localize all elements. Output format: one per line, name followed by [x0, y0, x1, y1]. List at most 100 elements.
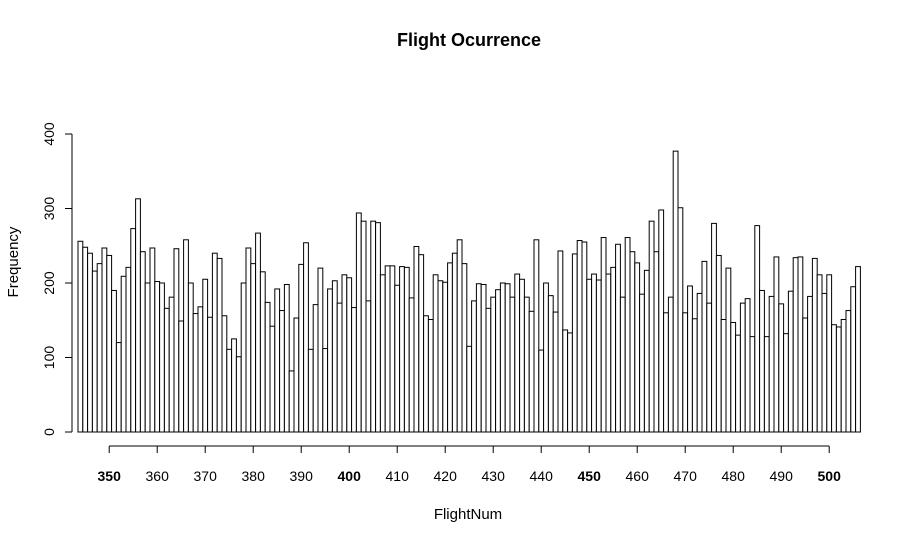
- bar: [600, 237, 607, 433]
- y-tick-label: 100: [41, 346, 57, 370]
- bar: [106, 254, 113, 433]
- bar: [547, 295, 554, 433]
- bar: [624, 237, 631, 433]
- bar: [557, 250, 564, 433]
- bar: [427, 319, 434, 433]
- bar: [293, 317, 300, 433]
- bar: [677, 207, 684, 433]
- x-tick-label: 490: [770, 468, 794, 484]
- bar: [658, 209, 665, 433]
- x-tick-label: 370: [194, 468, 218, 484]
- bar: [264, 301, 271, 433]
- bar: [480, 283, 487, 433]
- bar: [250, 263, 257, 433]
- bar: [533, 239, 540, 433]
- bar: [379, 274, 386, 433]
- bar: [221, 315, 228, 433]
- bar: [207, 316, 213, 433]
- bar: [255, 232, 261, 433]
- bar: [672, 150, 679, 433]
- bar: [730, 321, 737, 433]
- bar: [432, 274, 439, 433]
- bar: [634, 262, 641, 433]
- bar: [389, 265, 396, 433]
- bar: [840, 319, 847, 433]
- bar: [811, 257, 818, 433]
- bar: [773, 256, 780, 433]
- bar: [586, 278, 593, 433]
- bar: [706, 302, 713, 433]
- bar: [735, 334, 741, 433]
- bar: [519, 278, 525, 433]
- bar: [816, 274, 823, 433]
- bar: [202, 278, 209, 433]
- bar: [749, 336, 756, 433]
- bar: [792, 257, 799, 433]
- bar: [327, 288, 333, 433]
- x-tick-label: 400: [338, 468, 362, 484]
- bar: [279, 310, 285, 433]
- bar: [192, 313, 199, 433]
- bar: [648, 220, 655, 433]
- bar: [394, 284, 401, 433]
- bar: [447, 262, 453, 433]
- bar: [370, 220, 377, 433]
- bar: [754, 225, 761, 433]
- bar: [475, 283, 482, 433]
- bar: [768, 295, 775, 433]
- y-axis-label: Frequency: [5, 226, 22, 297]
- bar: [763, 336, 770, 433]
- bar: [360, 220, 367, 433]
- bar: [423, 315, 429, 433]
- bar: [778, 303, 785, 433]
- bar: [687, 285, 693, 433]
- x-tick-label: 350: [98, 468, 122, 484]
- bar: [317, 267, 324, 433]
- bar: [855, 266, 861, 433]
- bar: [739, 302, 746, 433]
- bar: [643, 269, 650, 433]
- x-tick-label: 360: [146, 468, 170, 484]
- bar: [451, 252, 458, 433]
- bar: [744, 298, 751, 433]
- bar: [274, 288, 281, 433]
- bar: [288, 370, 295, 433]
- bar: [715, 254, 722, 433]
- y-tick-label: 0: [41, 428, 57, 436]
- bar: [653, 251, 660, 433]
- bar: [235, 356, 242, 433]
- x-tick-label: 470: [674, 468, 698, 484]
- bar: [610, 266, 617, 433]
- bar: [461, 263, 468, 433]
- bar: [82, 246, 89, 433]
- bar: [187, 282, 194, 433]
- bar: [197, 306, 204, 433]
- bar: [499, 282, 506, 433]
- bar: [528, 310, 535, 433]
- bar: [231, 338, 237, 433]
- bar: [831, 324, 837, 433]
- x-axis-label: FlightNum: [434, 506, 502, 523]
- bar: [87, 252, 93, 433]
- bar: [639, 293, 645, 433]
- bar: [125, 266, 132, 433]
- bar: [384, 265, 391, 433]
- bar: [111, 289, 117, 433]
- bar: [538, 349, 545, 433]
- bar: [456, 239, 463, 433]
- bar: [783, 333, 789, 433]
- bar: [485, 307, 492, 433]
- x-tick-label: 450: [578, 468, 602, 484]
- bar: [178, 320, 185, 433]
- bar: [720, 319, 727, 433]
- bar: [797, 256, 804, 433]
- bar: [696, 292, 703, 433]
- bar: [567, 332, 573, 433]
- bar: [629, 251, 636, 433]
- bars-group: [77, 150, 861, 433]
- bar: [259, 271, 266, 433]
- bar: [331, 280, 338, 433]
- bar: [283, 283, 290, 433]
- x-tick-label: 460: [626, 468, 650, 484]
